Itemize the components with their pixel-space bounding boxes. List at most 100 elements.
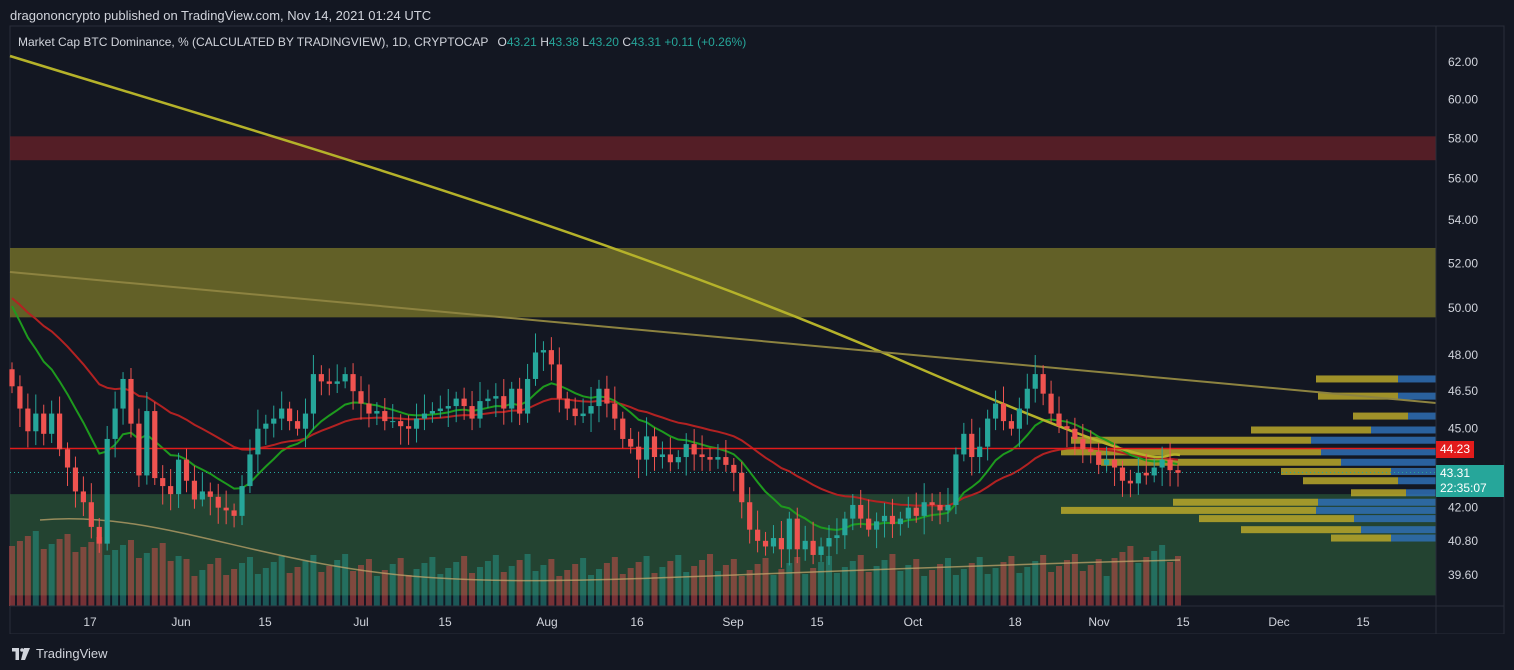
candle-body: [342, 374, 348, 382]
close-label: C: [622, 35, 631, 49]
candle-body: [413, 418, 420, 429]
zone-resistance: [10, 136, 1436, 161]
volume-profile-up: [1281, 467, 1391, 475]
volume-bar: [183, 559, 190, 606]
volume-bar: [754, 564, 761, 606]
volume-profile-down: [1318, 498, 1436, 506]
volume-bar: [64, 534, 71, 606]
trendline: [9, 271, 1437, 404]
candle-body: [1127, 480, 1134, 484]
price-axis[interactable]: 62.00 60.00 58.00 56.00 54.00 52.00 50.00 48.00…: [1448, 55, 1478, 582]
change-value: +0.11 (+0.26%): [664, 35, 747, 49]
volume-bar: [889, 554, 896, 606]
candlestick-chart[interactable]: 62.00 60.00 58.00 56.00 54.00 52.00 50.00 48.00…: [0, 0, 1514, 634]
time-axis[interactable]: 17 Jun 15 Jul 15 Aug 16 Sep 15 Oct 18 Nov 15 Dec 15: [83, 615, 1370, 629]
volume-bar: [738, 576, 745, 606]
candle-body: [572, 408, 578, 417]
candle-body: [136, 423, 142, 476]
volume-bar: [1079, 571, 1086, 606]
y-tick-label: 54.00: [1448, 213, 1478, 227]
candle-body: [691, 444, 697, 455]
y-tick-label: 60.00: [1448, 93, 1478, 107]
candle-body: [1159, 459, 1165, 468]
candle-body: [897, 518, 903, 525]
candle-body: [390, 421, 396, 423]
volume-bar: [9, 546, 15, 606]
candle-body: [517, 388, 523, 414]
candle-body: [628, 438, 634, 447]
volume-bar: [254, 574, 261, 606]
x-tick-label: Dec: [1268, 615, 1289, 629]
zone-supply: [10, 247, 1436, 318]
volume-bar: [683, 572, 690, 606]
candle-body: [873, 521, 880, 530]
volume-bar: [841, 567, 848, 606]
candle-body: [556, 364, 562, 399]
candle-body: [659, 454, 666, 458]
volume-bar: [469, 573, 476, 606]
footer-bar: [0, 634, 1514, 670]
y-tick-label: 46.50: [1448, 384, 1478, 398]
volume-profile-down: [1341, 458, 1436, 466]
volume-profile-up: [1071, 436, 1311, 444]
volume-profile-down: [1361, 526, 1436, 534]
volume-profile-down: [1391, 467, 1436, 475]
candle-body: [532, 352, 539, 379]
volume-bar: [239, 563, 246, 606]
volume-bar: [32, 531, 39, 606]
candle-body: [334, 381, 340, 384]
volume-bar: [278, 556, 285, 606]
candle-body: [41, 413, 47, 434]
volume-bar: [294, 567, 301, 606]
volume-bar: [572, 564, 579, 606]
volume-bar: [1048, 572, 1055, 606]
volume-ma-line: [39, 517, 1181, 582]
candle-body: [350, 374, 356, 392]
volume-bar: [786, 563, 793, 606]
candle-body: [866, 518, 872, 530]
x-tick-label: Aug: [536, 615, 557, 629]
tradingview-logo[interactable]: TradingView: [12, 646, 108, 661]
x-tick-label: Sep: [722, 615, 744, 629]
candle-body: [1175, 470, 1181, 473]
volume-bar: [1056, 566, 1063, 606]
candle-body: [1048, 393, 1054, 414]
candle-body: [398, 421, 404, 427]
volume-bar: [556, 576, 563, 606]
candle-body: [612, 403, 618, 419]
candle-body: [762, 540, 769, 547]
candle-body: [17, 386, 23, 409]
candle-body: [263, 423, 269, 429]
open-value: 43.21: [506, 35, 537, 49]
candle-body: [1151, 467, 1157, 476]
volume-bar: [445, 568, 452, 606]
candle-body: [429, 411, 435, 414]
candle-body: [540, 350, 547, 353]
candle-body: [405, 426, 412, 429]
x-tick-label: Jul: [353, 615, 368, 629]
volume-bar: [365, 559, 372, 606]
x-tick-label: Oct: [904, 615, 923, 629]
candle-body: [1104, 459, 1110, 465]
candle-body: [1135, 472, 1141, 484]
x-tick-label: 17: [83, 615, 97, 629]
volume-profile-up: [1061, 506, 1316, 514]
candle-body: [80, 491, 86, 503]
candle-body: [842, 518, 848, 536]
volume-bar: [1024, 567, 1031, 606]
volume-bar: [373, 576, 380, 606]
volume-bar: [730, 559, 737, 606]
volume-profile-up: [1353, 412, 1408, 420]
candle-body: [302, 413, 309, 429]
candle-body: [1111, 459, 1118, 468]
volume-bar: [167, 561, 174, 606]
candle-countdown: 22:35:07: [1440, 481, 1487, 495]
volume-bar: [1016, 573, 1023, 606]
candle-body: [953, 454, 959, 505]
candle-body: [858, 504, 864, 519]
volume-bar: [984, 574, 991, 606]
volume-bar: [389, 564, 396, 606]
x-tick-label: 15: [1356, 615, 1370, 629]
volume-bar: [873, 566, 880, 606]
volume-profile-up: [1351, 489, 1406, 497]
